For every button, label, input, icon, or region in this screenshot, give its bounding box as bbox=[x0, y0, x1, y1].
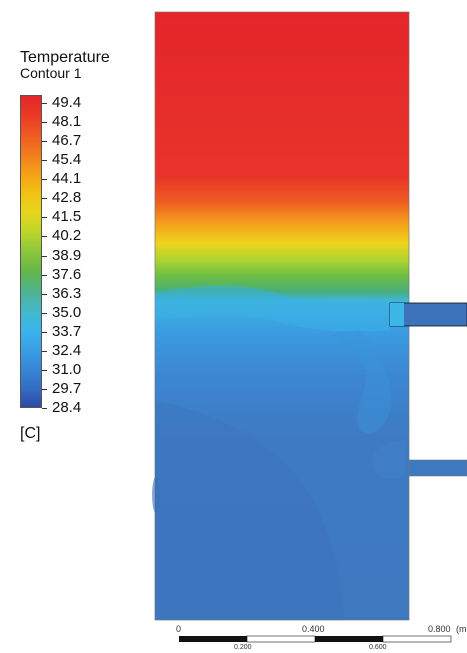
legend-subtitle: Contour 1 bbox=[20, 65, 82, 81]
legend-level-label: 38.9 bbox=[52, 247, 82, 264]
scale-bar-segment-2 bbox=[246, 635, 316, 643]
legend-tick bbox=[42, 294, 47, 295]
legend-tick bbox=[42, 256, 47, 257]
legend-tick bbox=[42, 236, 47, 237]
inlet-pipe-lower bbox=[408, 459, 467, 477]
legend-level-label: 33.7 bbox=[52, 323, 82, 340]
legend-tick bbox=[42, 332, 47, 333]
legend-tick bbox=[42, 103, 47, 104]
legend-tick bbox=[42, 179, 47, 180]
legend-level-label: 35.0 bbox=[52, 304, 82, 321]
legend-level-label: 37.6 bbox=[52, 266, 82, 283]
legend-level-label: 29.7 bbox=[52, 380, 82, 397]
legend-tick bbox=[42, 141, 47, 142]
legend-level-label: 49.4 bbox=[52, 94, 82, 111]
scale-label-0600: 0.600 bbox=[369, 644, 387, 651]
legend-level-label: 28.4 bbox=[52, 399, 82, 416]
legend-unit: [C] bbox=[20, 425, 41, 442]
scale-bar-segment-3 bbox=[315, 636, 383, 642]
legend-level-label: 36.3 bbox=[52, 285, 82, 302]
legend-level-label: 45.4 bbox=[52, 151, 82, 168]
plume-structure bbox=[330, 330, 391, 434]
legend-level-label: 48.1 bbox=[52, 113, 82, 130]
legend-color-bar bbox=[20, 95, 42, 408]
scale-label-0: 0 bbox=[176, 624, 182, 634]
scale-bar bbox=[179, 635, 452, 643]
legend-tick bbox=[42, 313, 47, 314]
thermocline-wave bbox=[155, 285, 390, 332]
scale-unit: (m bbox=[456, 624, 467, 634]
inlet-eddy bbox=[371, 440, 405, 479]
legend-tick bbox=[42, 408, 47, 409]
lower-eddy bbox=[155, 400, 345, 620]
legend-tick bbox=[42, 217, 47, 218]
legend-level-label: 31.0 bbox=[52, 361, 82, 378]
left-wall-eddy bbox=[152, 477, 160, 513]
scale-label-0200: 0.200 bbox=[234, 644, 252, 651]
legend-level-label: 40.2 bbox=[52, 227, 82, 244]
legend-level-label: 32.4 bbox=[52, 342, 82, 359]
outlet-pipe-upper-mouth bbox=[390, 303, 404, 326]
legend-level-label: 42.8 bbox=[52, 189, 82, 206]
legend-tick bbox=[42, 275, 47, 276]
legend-tick bbox=[42, 389, 47, 390]
legend-tick bbox=[42, 160, 47, 161]
scale-bar-segment-1 bbox=[179, 636, 247, 642]
legend-tick bbox=[42, 351, 47, 352]
legend-tick bbox=[42, 122, 47, 123]
legend-level-label: 46.7 bbox=[52, 132, 82, 149]
legend-tick bbox=[42, 198, 47, 199]
scale-bar-segment-4 bbox=[382, 635, 452, 643]
scale-label-0400: 0.400 bbox=[302, 624, 325, 634]
legend-tick bbox=[42, 370, 47, 371]
legend-level-label: 44.1 bbox=[52, 170, 82, 187]
legend-title: Temperature bbox=[20, 49, 110, 66]
legend-level-label: 41.5 bbox=[52, 208, 82, 225]
scale-label-0800: 0.800 bbox=[428, 624, 451, 634]
